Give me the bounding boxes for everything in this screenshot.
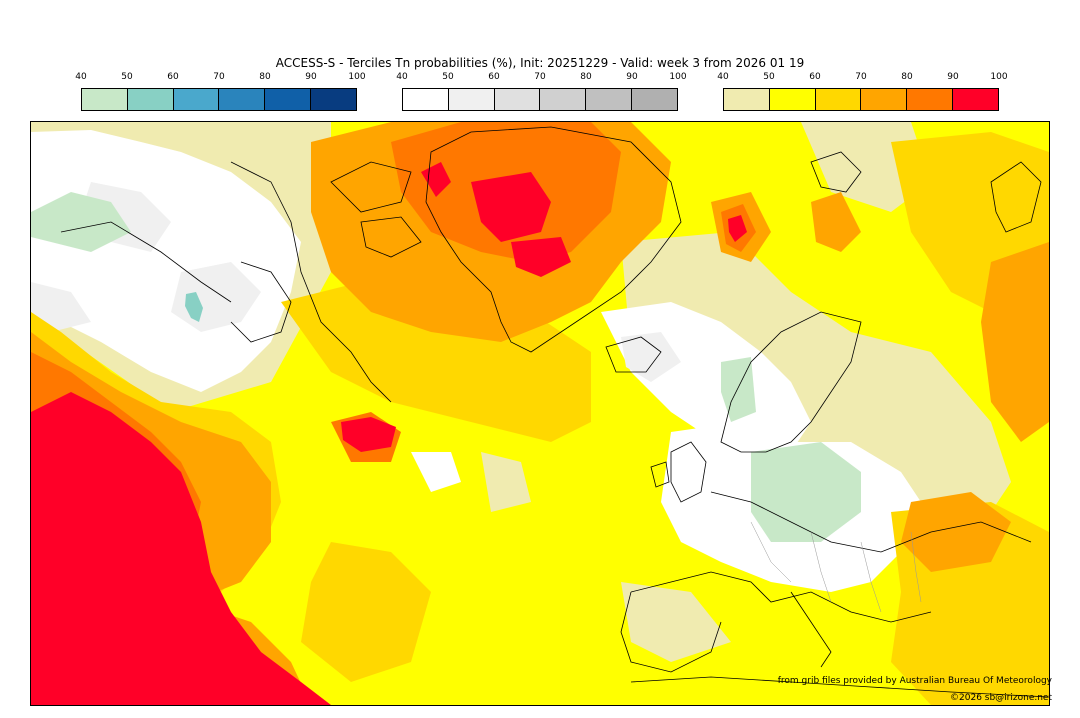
legend-swatch [861, 89, 908, 110]
region-above-90 [31, 392, 331, 705]
legend-tick: 80 [580, 72, 592, 82]
legend-swatch [219, 89, 266, 110]
legend-swatch [815, 89, 862, 110]
forecast-map [30, 121, 1050, 706]
legend-swatch [953, 89, 998, 110]
legend-tick: 100 [669, 72, 687, 82]
region-above-40 [481, 452, 531, 512]
legend-colorbar [402, 88, 678, 111]
legend-tick: 100 [990, 72, 1008, 82]
legend-ticks: 40 50 60 70 80 90 100 [717, 72, 1007, 86]
map-canvas [31, 122, 1049, 705]
legend-swatch [265, 89, 312, 110]
legend-tick: 40 [717, 72, 729, 82]
legend-swatch [127, 89, 174, 110]
region-above-90 [511, 237, 571, 277]
region-above-90 [728, 215, 747, 242]
legend-tick: 50 [763, 72, 775, 82]
region-below-normal-40 [751, 442, 861, 542]
legend-tick: 50 [121, 72, 133, 82]
legend-swatch [632, 89, 677, 110]
legend-tick: 40 [75, 72, 87, 82]
region-near-normal-40 [411, 452, 461, 492]
legend-colorbar [81, 88, 357, 111]
region-above-90 [471, 172, 551, 242]
legend-swatch [82, 89, 128, 110]
chart-title: ACCESS-S - Terciles Tn probabilities (%)… [275, 56, 805, 70]
legend-swatch [403, 89, 449, 110]
legend-tick: 80 [259, 72, 271, 82]
legend-tick: 70 [213, 72, 225, 82]
legend-tick: 70 [855, 72, 867, 82]
region-above-90 [341, 417, 396, 452]
country-borders [750, 521, 922, 613]
legend-swatch [311, 89, 356, 110]
region-above-90 [421, 162, 451, 197]
region-above-60 [301, 542, 431, 682]
legend-above-normal: 40 50 60 70 80 90 100 [717, 72, 1008, 114]
region-above-70 [981, 242, 1049, 442]
legend-tick: 60 [167, 72, 179, 82]
legend-tick: 70 [534, 72, 546, 82]
legend-tick: 90 [947, 72, 959, 82]
legend-tick: 80 [901, 72, 913, 82]
legend-tick: 60 [488, 72, 500, 82]
legend-swatch [769, 89, 816, 110]
legend-swatch [540, 89, 587, 110]
legend-swatch [724, 89, 770, 110]
legend-near-normal: 40 50 60 70 80 90 100 [396, 72, 687, 114]
legend-tick: 100 [348, 72, 366, 82]
legend-swatch [448, 89, 495, 110]
region-above-40 [621, 232, 1011, 542]
coastlines [60, 126, 1049, 698]
legend-ticks: 40 50 60 70 80 90 100 [75, 72, 365, 86]
legend-swatch [173, 89, 220, 110]
data-source-credit: from grib files provided by Australian B… [777, 676, 1052, 686]
region-below-normal-50 [185, 292, 203, 322]
legend-swatch [907, 89, 954, 110]
legend-tick: 90 [626, 72, 638, 82]
legend-colorbar [723, 88, 999, 111]
region-near-normal-50 [621, 332, 681, 382]
region-above-70 [901, 492, 1011, 572]
region-above-70 [811, 192, 861, 252]
copyright-credit: ©2026 sb@irizone.net [950, 693, 1052, 703]
legend-tick: 50 [442, 72, 454, 82]
legend-tick: 90 [305, 72, 317, 82]
legend-below-normal: 40 50 60 70 80 90 100 [75, 72, 366, 114]
legend-tick: 60 [809, 72, 821, 82]
region-near-normal-50 [31, 282, 91, 332]
legend-swatch [494, 89, 541, 110]
legend-swatch [586, 89, 633, 110]
region-below-normal-40 [31, 192, 131, 252]
region-above-40 [621, 582, 731, 662]
legend-ticks: 40 50 60 70 80 90 100 [396, 72, 686, 86]
legend-tick: 40 [396, 72, 408, 82]
